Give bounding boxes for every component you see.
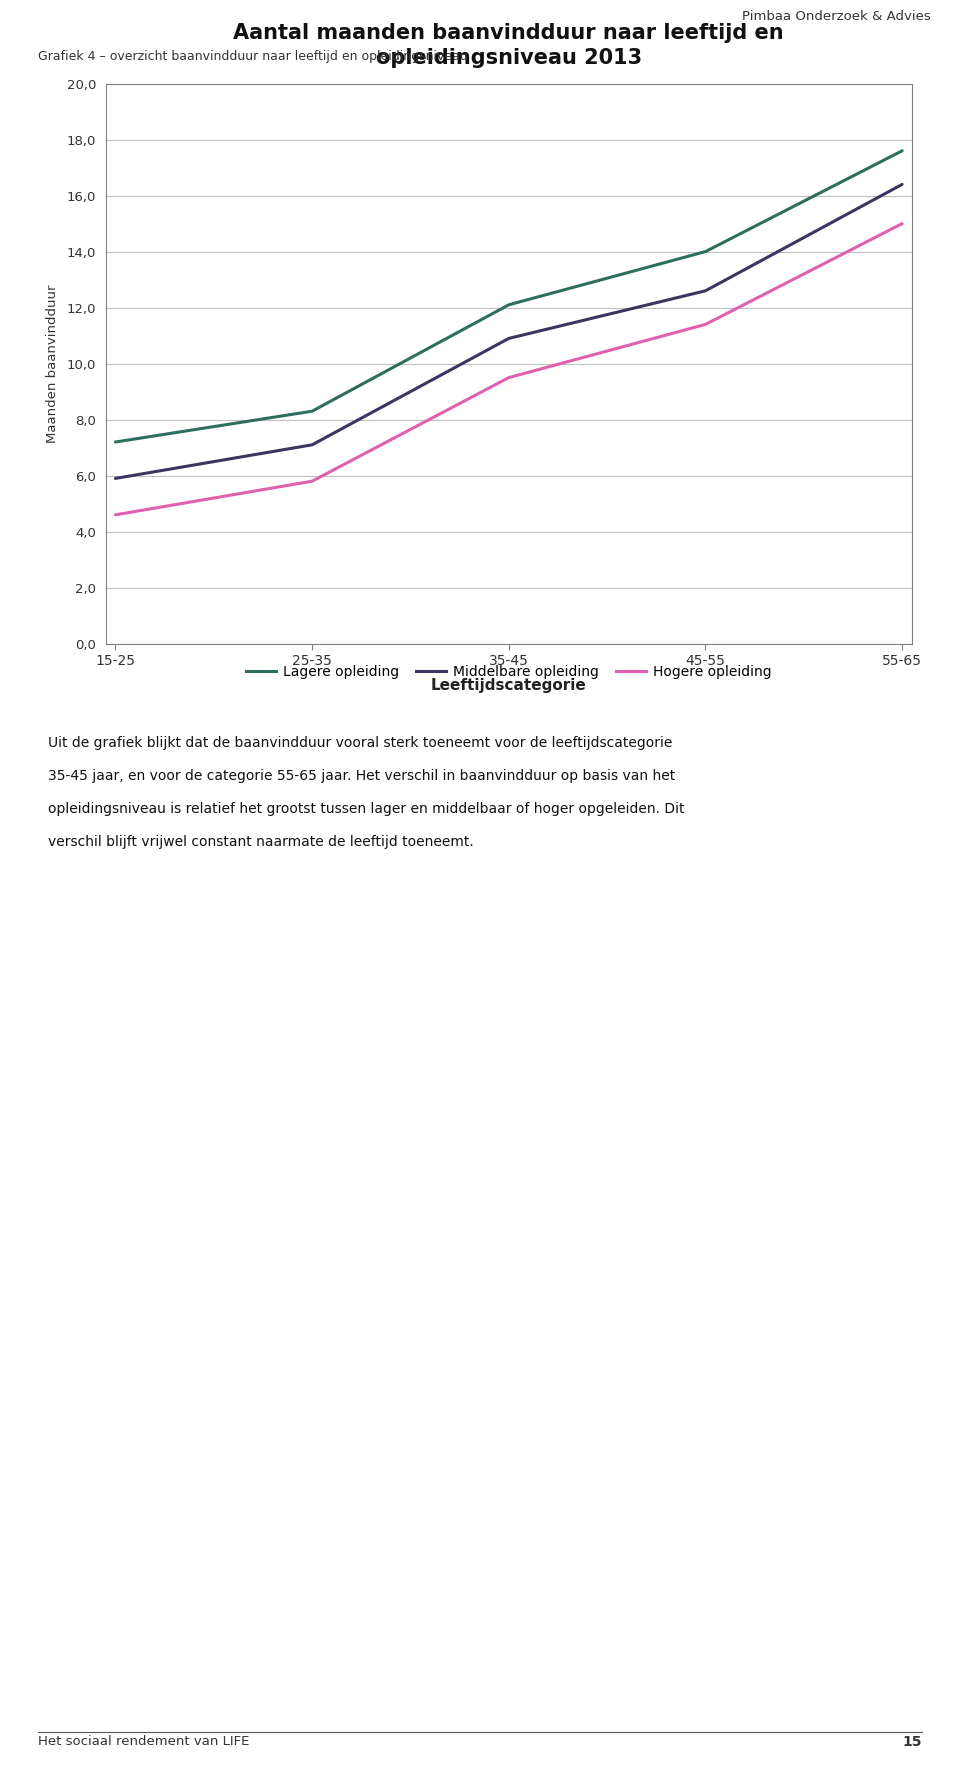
Text: Grafiek 4 – overzicht baanvindduur naar leeftijd en opleidingsniveau: Grafiek 4 – overzicht baanvindduur naar … [38, 50, 468, 62]
Text: 15: 15 [902, 1735, 922, 1750]
X-axis label: Leeftijdscategorie: Leeftijdscategorie [431, 677, 587, 693]
Y-axis label: Maanden baanvindduur: Maanden baanvindduur [46, 284, 60, 443]
Text: verschil blijft vrijwel constant naarmate de leeftijd toeneemt.: verschil blijft vrijwel constant naarmat… [48, 834, 473, 848]
Text: 35-45 jaar, en voor de categorie 55-65 jaar. Het verschil in baanvindduur op bas: 35-45 jaar, en voor de categorie 55-65 j… [48, 768, 675, 782]
Text: Het sociaal rendement van LIFE: Het sociaal rendement van LIFE [38, 1735, 250, 1748]
Text: Pimbaa Onderzoek & Advies: Pimbaa Onderzoek & Advies [742, 9, 931, 23]
Text: Uit de grafiek blijkt dat de baanvindduur vooral sterk toeneemt voor de leeftijd: Uit de grafiek blijkt dat de baanvindduu… [48, 736, 672, 750]
Legend: Lagere opleiding, Middelbare opleiding, Hogere opleiding: Lagere opleiding, Middelbare opleiding, … [240, 660, 778, 685]
Text: opleidingsniveau is relatief het grootst tussen lager en middelbaar of hoger opg: opleidingsniveau is relatief het grootst… [48, 802, 684, 816]
Title: Aantal maanden baanvindduur naar leeftijd en
opleidingsniveau 2013: Aantal maanden baanvindduur naar leeftij… [233, 23, 784, 68]
